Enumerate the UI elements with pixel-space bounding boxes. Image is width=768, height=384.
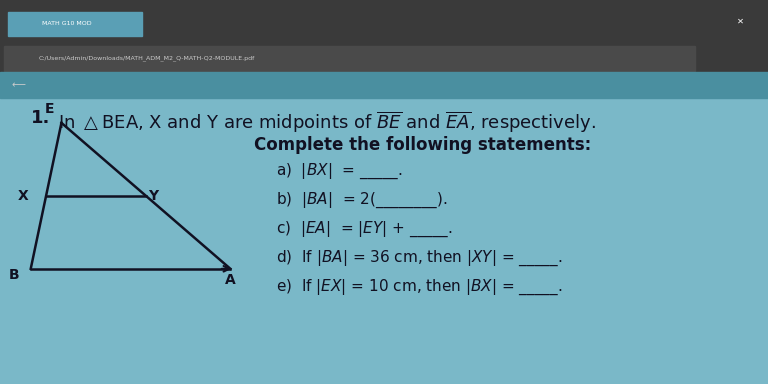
Text: In $\triangle$BEA, X and Y are midpoints of $\overline{BE}$ and $\overline{EA}$,: In $\triangle$BEA, X and Y are midpoints… [58, 109, 596, 135]
Bar [0, 0, 768, 46]
Text: A: A [225, 273, 236, 287]
Text: ⟵: ⟵ [12, 80, 25, 90]
Text: ✕: ✕ [737, 17, 744, 26]
Text: a)  $|BX|$  = _____.: a) $|BX|$ = _____. [276, 161, 403, 181]
Text: d)  If $|BA|$ = 36 cm, then $|XY|$ = _____.: d) If $|BA|$ = 36 cm, then $|XY|$ = ____… [276, 249, 563, 268]
Text: C:/Users/Admin/Downloads/MATH_ADM_M2_Q-MATH-Q2-MODULE.pdf: C:/Users/Admin/Downloads/MATH_ADM_M2_Q-M… [38, 56, 255, 61]
Bar [4, 46, 695, 71]
Text: B: B [8, 268, 19, 281]
Text: E: E [45, 103, 55, 116]
Text: 1.: 1. [31, 109, 50, 127]
Bar [0, 72, 768, 98]
Text: c)  $|EA|$  = $|EY|$ + _____.: c) $|EA|$ = $|EY|$ + _____. [276, 220, 453, 239]
Text: X: X [18, 189, 28, 203]
Bar [8, 12, 142, 36]
Bar [0, 98, 768, 384]
Text: Complete the following statements:: Complete the following statements: [253, 136, 591, 154]
Text: b)  $|BA|$  = 2(________).: b) $|BA|$ = 2(________). [276, 190, 449, 210]
Text: MATH G10 MOD: MATH G10 MOD [42, 21, 92, 26]
Text: e)  If $|EX|$ = 10 cm, then $|BX|$ = _____.: e) If $|EX|$ = 10 cm, then $|BX|$ = ____… [276, 278, 563, 298]
Text: Y: Y [148, 189, 159, 203]
